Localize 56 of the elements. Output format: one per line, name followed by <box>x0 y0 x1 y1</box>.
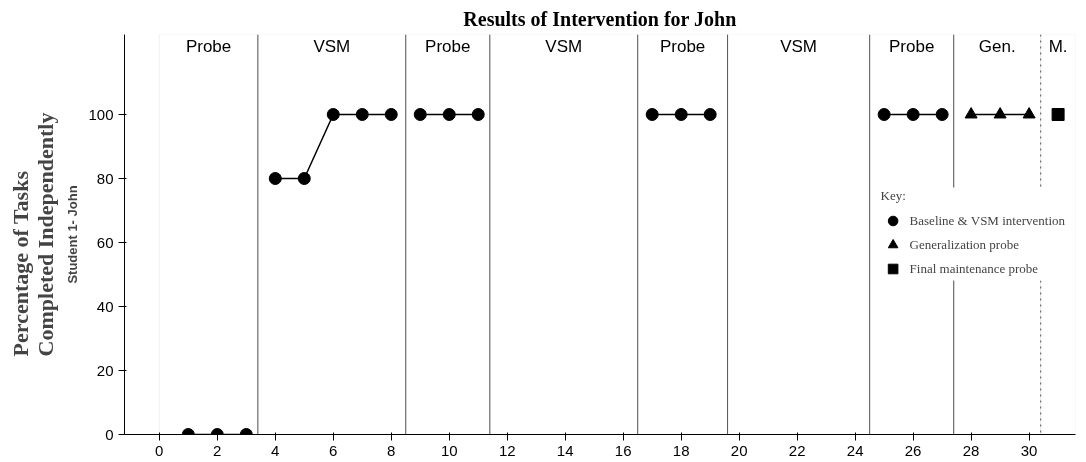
x-tick-label: 26 <box>904 441 922 459</box>
x-tick-label: 2 <box>213 441 222 459</box>
band-label: Gen. <box>978 36 1016 56</box>
x-tick-label: 10 <box>440 441 458 459</box>
x-tick-label: 6 <box>329 441 338 459</box>
point <box>355 108 369 121</box>
band-label: VSM <box>545 36 583 56</box>
point <box>1051 108 1065 121</box>
x-tick-label: 14 <box>556 441 574 459</box>
band-label: Probe <box>659 36 706 56</box>
point <box>877 108 891 121</box>
x-tick-label: 16 <box>614 441 632 459</box>
band-label: Probe <box>425 36 471 56</box>
legend-label: Generalization probe <box>909 236 1019 253</box>
y-tick-label: 40 <box>96 297 114 315</box>
x-tick-label: 20 <box>730 441 748 459</box>
x-tick-label: 4 <box>271 441 280 459</box>
x-tick-label: 18 <box>672 441 690 459</box>
point <box>471 108 485 121</box>
x-tick-label: 30 <box>1020 441 1038 459</box>
point <box>674 108 688 121</box>
y-tick-label: 80 <box>96 169 114 187</box>
point <box>1022 107 1036 119</box>
point <box>297 172 311 185</box>
point <box>413 108 427 121</box>
x-tick-label: 0 <box>155 441 164 459</box>
x-tick-label: 22 <box>788 441 806 459</box>
band-label: M. <box>1048 36 1068 56</box>
legend-label: Final maintenance probe <box>909 260 1039 277</box>
legend-title: Key: <box>880 187 907 204</box>
point <box>964 107 978 119</box>
point <box>326 108 340 121</box>
x-tick-label: 24 <box>846 441 864 459</box>
legend-label: Baseline & VSM intervention <box>909 212 1065 229</box>
y-tick-label: 20 <box>96 361 114 379</box>
y-tick-label: 60 <box>96 233 114 251</box>
point <box>268 172 282 185</box>
x-tick-label: 8 <box>387 441 396 459</box>
point <box>442 108 456 121</box>
y-tick-label: 100 <box>88 105 114 123</box>
point <box>645 108 659 121</box>
y-axis-title: Percentage of Tasks Completed Independently <box>7 112 58 357</box>
y-tick-label: 0 <box>105 425 114 443</box>
point <box>993 107 1007 119</box>
band-label: Probe <box>185 36 232 56</box>
point <box>935 108 949 121</box>
x-tick-label: 12 <box>498 441 516 459</box>
band-label: VSM <box>313 36 351 56</box>
point <box>703 108 717 121</box>
text: Student 1- John <box>65 185 81 284</box>
band-label: VSM <box>780 36 818 56</box>
x-tick-label: 28 <box>962 441 980 459</box>
band-label: Probe <box>889 36 935 56</box>
point <box>906 108 920 121</box>
point <box>384 108 398 121</box>
chart-title: Results of Intervention for John <box>463 7 737 30</box>
